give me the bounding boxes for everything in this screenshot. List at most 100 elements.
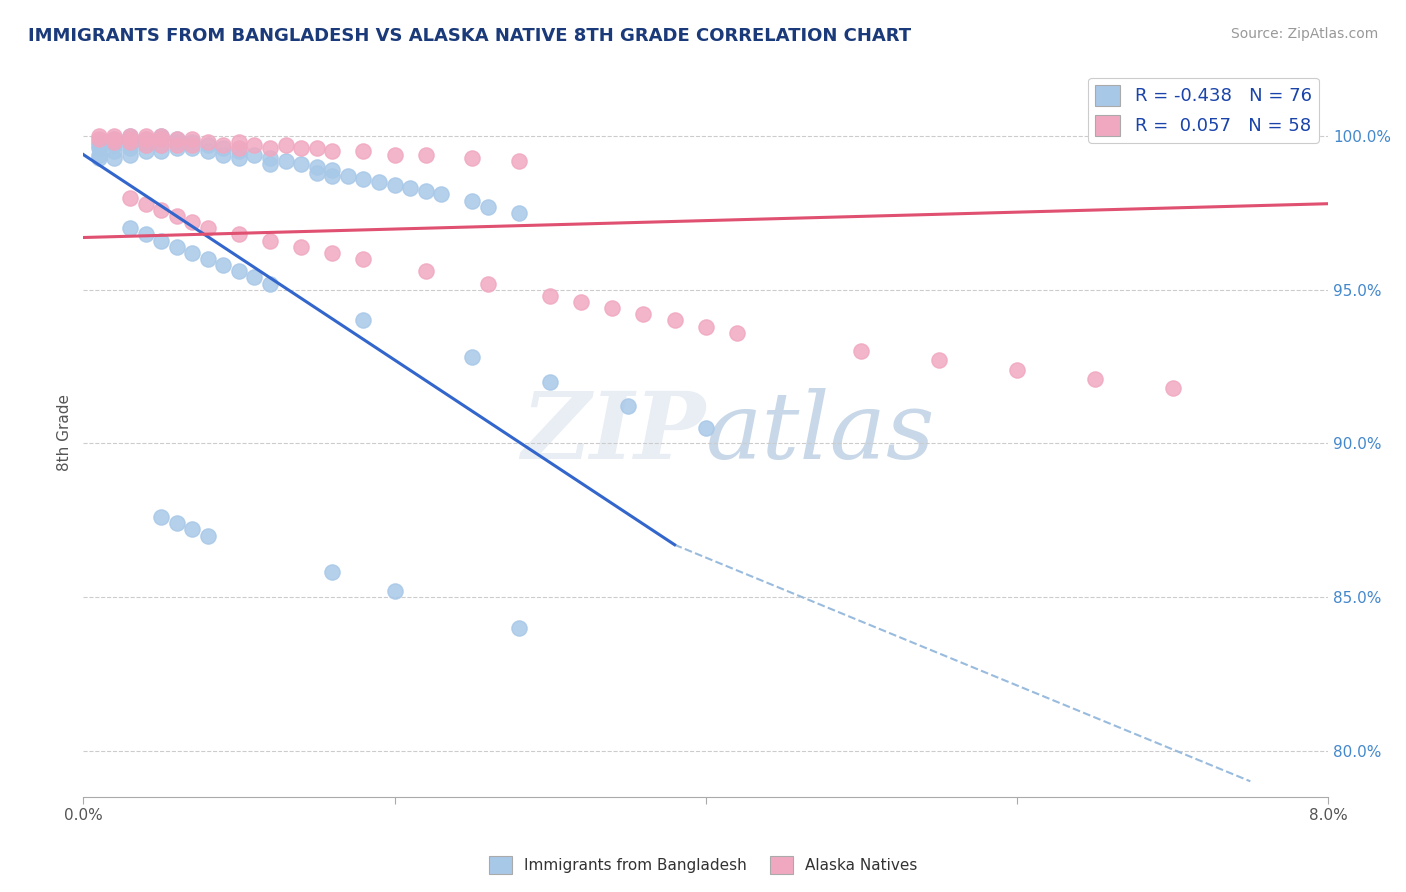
Point bbox=[118, 135, 141, 149]
Point bbox=[166, 132, 188, 146]
Point bbox=[118, 129, 141, 144]
Point bbox=[384, 583, 406, 598]
Point bbox=[103, 135, 125, 149]
Point bbox=[602, 301, 624, 315]
Point bbox=[538, 375, 561, 389]
Point bbox=[103, 145, 125, 159]
Point bbox=[135, 135, 157, 149]
Point bbox=[118, 138, 141, 153]
Point bbox=[150, 129, 173, 144]
Point bbox=[197, 252, 219, 266]
Point bbox=[150, 510, 173, 524]
Point bbox=[197, 135, 219, 149]
Point bbox=[1005, 362, 1028, 376]
Point bbox=[695, 319, 717, 334]
Point bbox=[150, 132, 173, 146]
Legend: Immigrants from Bangladesh, Alaska Natives: Immigrants from Bangladesh, Alaska Nativ… bbox=[482, 850, 924, 880]
Point bbox=[87, 141, 110, 155]
Point bbox=[166, 516, 188, 531]
Point bbox=[87, 132, 110, 146]
Point bbox=[150, 138, 173, 153]
Point bbox=[212, 138, 235, 153]
Point bbox=[181, 215, 204, 229]
Point bbox=[197, 138, 219, 153]
Point bbox=[103, 132, 125, 146]
Point bbox=[150, 234, 173, 248]
Point bbox=[290, 240, 312, 254]
Point bbox=[181, 138, 204, 153]
Point bbox=[166, 132, 188, 146]
Point bbox=[135, 196, 157, 211]
Point bbox=[399, 181, 422, 195]
Point bbox=[212, 141, 235, 155]
Point bbox=[243, 147, 266, 161]
Point bbox=[259, 141, 281, 155]
Point bbox=[181, 135, 204, 149]
Point bbox=[118, 190, 141, 204]
Point bbox=[181, 132, 204, 146]
Point bbox=[118, 141, 141, 155]
Point bbox=[305, 141, 328, 155]
Point bbox=[352, 172, 374, 186]
Point bbox=[274, 153, 297, 168]
Point bbox=[166, 240, 188, 254]
Point bbox=[118, 221, 141, 235]
Point bbox=[352, 252, 374, 266]
Point bbox=[243, 138, 266, 153]
Point bbox=[352, 145, 374, 159]
Point bbox=[135, 227, 157, 242]
Point bbox=[135, 145, 157, 159]
Point bbox=[228, 141, 250, 155]
Point bbox=[135, 132, 157, 146]
Point bbox=[103, 129, 125, 144]
Point bbox=[1084, 372, 1107, 386]
Point bbox=[135, 132, 157, 146]
Point bbox=[508, 206, 530, 220]
Point bbox=[352, 313, 374, 327]
Point bbox=[664, 313, 686, 327]
Point bbox=[135, 138, 157, 153]
Point bbox=[508, 621, 530, 635]
Point bbox=[538, 289, 561, 303]
Point bbox=[259, 277, 281, 291]
Point bbox=[87, 135, 110, 149]
Point bbox=[150, 145, 173, 159]
Y-axis label: 8th Grade: 8th Grade bbox=[58, 394, 72, 471]
Legend: R = -0.438   N = 76, R =  0.057   N = 58: R = -0.438 N = 76, R = 0.057 N = 58 bbox=[1088, 78, 1319, 143]
Point bbox=[569, 295, 592, 310]
Point bbox=[135, 138, 157, 153]
Point bbox=[415, 147, 437, 161]
Point bbox=[150, 138, 173, 153]
Point bbox=[197, 528, 219, 542]
Point bbox=[87, 151, 110, 165]
Point bbox=[212, 258, 235, 272]
Point bbox=[118, 129, 141, 144]
Point bbox=[928, 353, 950, 368]
Point bbox=[321, 566, 343, 580]
Point bbox=[461, 151, 484, 165]
Point bbox=[290, 157, 312, 171]
Point bbox=[118, 135, 141, 149]
Point bbox=[135, 129, 157, 144]
Point bbox=[103, 132, 125, 146]
Point bbox=[197, 221, 219, 235]
Point bbox=[166, 135, 188, 149]
Point bbox=[321, 145, 343, 159]
Point bbox=[477, 200, 499, 214]
Point bbox=[415, 264, 437, 278]
Point bbox=[259, 151, 281, 165]
Text: IMMIGRANTS FROM BANGLADESH VS ALASKA NATIVE 8TH GRADE CORRELATION CHART: IMMIGRANTS FROM BANGLADESH VS ALASKA NAT… bbox=[28, 27, 911, 45]
Point bbox=[368, 175, 391, 189]
Point bbox=[87, 138, 110, 153]
Point bbox=[228, 151, 250, 165]
Point bbox=[212, 147, 235, 161]
Point bbox=[461, 194, 484, 208]
Point bbox=[228, 264, 250, 278]
Point bbox=[259, 157, 281, 171]
Point bbox=[695, 421, 717, 435]
Point bbox=[1161, 381, 1184, 395]
Point bbox=[166, 209, 188, 223]
Point bbox=[508, 153, 530, 168]
Point bbox=[321, 169, 343, 183]
Text: ZIP: ZIP bbox=[522, 388, 706, 477]
